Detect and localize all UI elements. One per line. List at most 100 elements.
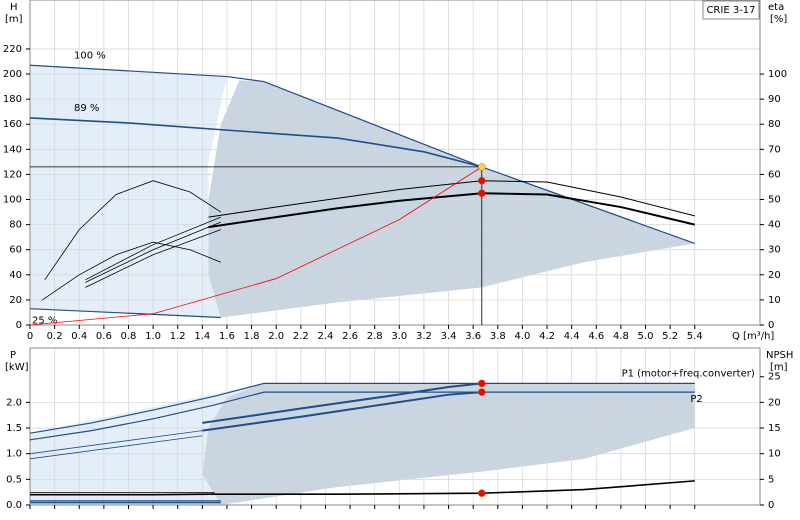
curve bbox=[29, 308, 221, 319]
legend-box bbox=[702, 0, 760, 20]
y-tick-label: 120 bbox=[3, 169, 22, 180]
x-tick-label: 4.6 bbox=[588, 331, 604, 342]
x-tick-label: 0.8 bbox=[121, 331, 137, 342]
x-tick-label: 3.0 bbox=[391, 331, 407, 342]
x-tick-label: 4.2 bbox=[539, 331, 555, 342]
x-tick-label: 0.6 bbox=[96, 331, 112, 342]
y-tick-label: 160 bbox=[3, 119, 22, 130]
y-axis-unit: [m] bbox=[5, 14, 23, 25]
y-tick-label: 0 bbox=[16, 320, 22, 331]
y2-tick-label: 25 bbox=[768, 372, 781, 383]
duty-point bbox=[478, 489, 486, 497]
duty-point bbox=[478, 189, 486, 197]
y2-tick-label: 10 bbox=[768, 449, 781, 460]
x-tick-label: 1.8 bbox=[244, 331, 260, 342]
y2-tick-label: 50 bbox=[768, 195, 781, 206]
x-tick-label: 4.8 bbox=[613, 331, 629, 342]
x-tick-label: 2.4 bbox=[317, 331, 333, 342]
x-tick-label: 3.4 bbox=[441, 331, 457, 342]
y-tick-label: 40 bbox=[9, 270, 22, 281]
duty-point bbox=[478, 388, 486, 396]
curve bbox=[44, 180, 222, 281]
region bbox=[208, 80, 695, 318]
x-tick-label: 3.8 bbox=[490, 331, 506, 342]
x-axis-label: Q [m³/h] bbox=[732, 331, 774, 342]
curve bbox=[29, 430, 203, 455]
y-tick-label: 200 bbox=[3, 69, 22, 80]
y-axis-label: H bbox=[10, 2, 18, 13]
y-tick-label: 20 bbox=[9, 295, 22, 306]
y2-tick-label: 70 bbox=[768, 144, 781, 155]
curve bbox=[208, 192, 695, 229]
y-tick-label: 140 bbox=[3, 144, 22, 155]
y2-tick-label: 15 bbox=[768, 423, 781, 434]
y2-axis-label: NPSH bbox=[766, 350, 793, 361]
y2-axis-unit: [m] bbox=[770, 362, 788, 373]
curve-label: 25 % bbox=[32, 316, 57, 327]
legend-title: CRIE 3-17 bbox=[706, 5, 755, 16]
x-tick-label: 2.0 bbox=[268, 331, 284, 342]
y2-tick-label: 0 bbox=[768, 500, 774, 511]
y-tick-label: 0.0 bbox=[6, 500, 22, 511]
duty-point bbox=[478, 163, 486, 171]
curve bbox=[208, 180, 695, 218]
curve bbox=[29, 117, 482, 168]
curve bbox=[202, 391, 482, 432]
y2-axis-unit: [%] bbox=[770, 14, 787, 25]
curve-label: 89 % bbox=[74, 103, 99, 114]
x-tick-label: 3.2 bbox=[416, 331, 432, 342]
plot-frame bbox=[29, 0, 761, 326]
y2-tick-label: 90 bbox=[768, 94, 781, 105]
x-tick-label: 0.4 bbox=[71, 331, 87, 342]
duty-point bbox=[478, 379, 486, 388]
y2-tick-label: 5 bbox=[768, 474, 774, 485]
y-tick-label: 60 bbox=[9, 245, 22, 256]
x-tick-label: 1.4 bbox=[194, 331, 210, 342]
duty-point bbox=[478, 176, 486, 185]
x-tick-label: 5.2 bbox=[662, 331, 678, 342]
x-tick-label: 4.4 bbox=[564, 331, 580, 342]
x-tick-label: 3.6 bbox=[465, 331, 481, 342]
x-tick-label: 2.8 bbox=[367, 331, 383, 342]
curve bbox=[42, 241, 221, 301]
y-tick-label: 80 bbox=[9, 220, 22, 231]
y2-tick-label: 100 bbox=[768, 69, 787, 80]
curve bbox=[29, 64, 695, 245]
y-tick-label: 220 bbox=[3, 44, 22, 55]
y2-tick-label: 30 bbox=[768, 245, 781, 256]
curve bbox=[29, 435, 203, 460]
x-tick-label: 2.6 bbox=[342, 331, 358, 342]
plot-frame bbox=[29, 347, 761, 506]
y-tick-label: 180 bbox=[3, 94, 22, 105]
curve bbox=[30, 480, 695, 496]
curve-label: 100 % bbox=[74, 50, 106, 61]
curve bbox=[29, 391, 695, 441]
y-axis-unit: [kW] bbox=[5, 362, 29, 373]
x-tick-label: 0 bbox=[27, 331, 33, 342]
y2-tick-label: 20 bbox=[768, 270, 781, 281]
y-tick-label: 1.5 bbox=[6, 423, 22, 434]
x-tick-label: 1.0 bbox=[145, 331, 161, 342]
x-tick-label: 5.0 bbox=[638, 331, 654, 342]
y-tick-label: 0.5 bbox=[6, 474, 22, 485]
y2-tick-label: 40 bbox=[768, 220, 781, 231]
y-tick-label: 2.0 bbox=[6, 397, 22, 408]
curve-label: P2 bbox=[690, 394, 702, 405]
region bbox=[30, 383, 264, 505]
y2-tick-label: 80 bbox=[768, 119, 781, 130]
y2-tick-label: 10 bbox=[768, 295, 781, 306]
x-tick-label: 1.6 bbox=[219, 331, 235, 342]
x-tick-label: 0.2 bbox=[47, 331, 63, 342]
y2-tick-label: 0 bbox=[768, 320, 774, 331]
y-tick-label: 1.0 bbox=[6, 449, 22, 460]
curve-label: P1 (motor+freq.converter) bbox=[622, 368, 755, 379]
x-tick-label: 2.2 bbox=[293, 331, 309, 342]
curve bbox=[202, 382, 482, 424]
curve bbox=[85, 221, 221, 283]
y-axis-label: P bbox=[10, 350, 16, 361]
curve bbox=[85, 216, 221, 281]
curve bbox=[29, 166, 483, 326]
x-tick-label: 1.2 bbox=[170, 331, 186, 342]
